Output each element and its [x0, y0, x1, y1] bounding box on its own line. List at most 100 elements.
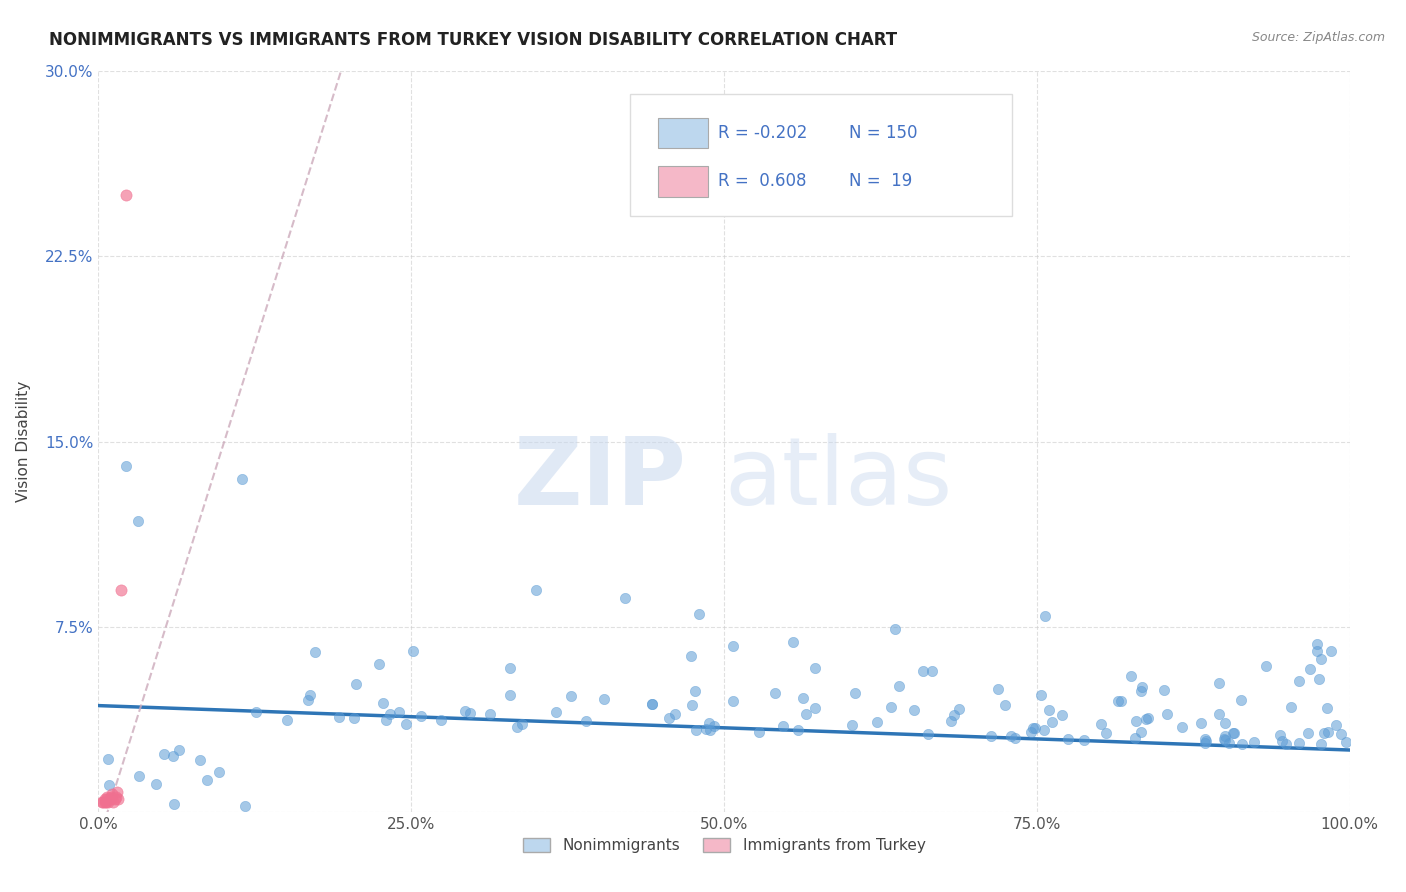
- Point: [1194, 731, 1216, 746]
- Point: [1306, 644, 1329, 658]
- Point: [1309, 737, 1331, 751]
- Point: [880, 699, 903, 714]
- Point: [1213, 715, 1236, 730]
- Point: [402, 644, 425, 658]
- Point: [575, 714, 598, 728]
- Point: [948, 702, 970, 716]
- Point: [1279, 700, 1302, 714]
- Point: [110, 582, 132, 597]
- Point: [782, 635, 804, 649]
- Point: [1296, 726, 1319, 740]
- Point: [169, 743, 191, 757]
- Point: [912, 665, 935, 679]
- Point: [866, 715, 889, 730]
- Point: [841, 718, 863, 732]
- Point: [1315, 701, 1337, 715]
- Point: [145, 777, 167, 791]
- Point: [786, 723, 808, 737]
- Point: [128, 769, 150, 783]
- Point: [1213, 733, 1236, 747]
- Text: N = 150: N = 150: [849, 124, 918, 142]
- Point: [1195, 734, 1218, 748]
- Point: [1308, 672, 1330, 686]
- Point: [884, 622, 907, 636]
- Text: atlas: atlas: [724, 433, 952, 524]
- Point: [195, 773, 218, 788]
- Point: [190, 753, 212, 767]
- Point: [373, 696, 395, 710]
- Point: [1130, 724, 1153, 739]
- Point: [1111, 694, 1133, 708]
- Point: [499, 688, 522, 702]
- Point: [994, 698, 1017, 713]
- Point: [1000, 729, 1022, 743]
- Point: [1153, 682, 1175, 697]
- Point: [388, 705, 411, 719]
- Point: [941, 714, 963, 728]
- Point: [772, 719, 794, 733]
- Point: [127, 514, 149, 528]
- Point: [796, 707, 818, 722]
- Point: [1073, 733, 1095, 747]
- Text: R =  0.608: R = 0.608: [718, 172, 806, 191]
- Point: [163, 797, 186, 811]
- Point: [304, 644, 326, 658]
- Point: [367, 657, 389, 671]
- Point: [499, 661, 522, 675]
- Point: [887, 679, 910, 693]
- Point: [162, 749, 184, 764]
- Point: [1268, 728, 1291, 742]
- Point: [683, 683, 706, 698]
- Point: [1156, 706, 1178, 721]
- Point: [328, 710, 350, 724]
- Text: Source: ZipAtlas.com: Source: ZipAtlas.com: [1251, 31, 1385, 45]
- Point: [688, 607, 710, 622]
- Point: [1029, 688, 1052, 702]
- Point: [1288, 737, 1310, 751]
- Legend: Nonimmigrants, Immigrants from Turkey: Nonimmigrants, Immigrants from Turkey: [516, 832, 932, 860]
- Text: NONIMMIGRANTS VS IMMIGRANTS FROM TURKEY VISION DISABILITY CORRELATION CHART: NONIMMIGRANTS VS IMMIGRANTS FROM TURKEY …: [49, 31, 897, 49]
- Point: [1330, 727, 1353, 741]
- Point: [803, 701, 825, 715]
- Point: [1189, 716, 1212, 731]
- Point: [1324, 718, 1347, 732]
- Point: [1107, 693, 1129, 707]
- Point: [453, 704, 475, 718]
- Point: [107, 792, 129, 806]
- Point: [245, 706, 267, 720]
- Point: [98, 792, 121, 806]
- Point: [560, 689, 582, 703]
- Point: [1038, 703, 1060, 717]
- Point: [763, 686, 786, 700]
- Point: [478, 707, 501, 722]
- Point: [94, 795, 117, 809]
- Point: [1320, 644, 1343, 658]
- Point: [104, 792, 127, 806]
- Point: [91, 795, 114, 809]
- Point: [613, 591, 636, 605]
- Point: [1213, 732, 1236, 747]
- Point: [723, 694, 745, 708]
- Point: [987, 681, 1010, 696]
- Point: [703, 719, 725, 733]
- Point: [1222, 726, 1244, 740]
- FancyBboxPatch shape: [658, 167, 707, 196]
- Point: [458, 706, 481, 720]
- Point: [430, 713, 453, 727]
- Point: [695, 722, 717, 736]
- Point: [641, 698, 664, 712]
- Point: [100, 789, 122, 804]
- Point: [98, 778, 121, 792]
- Point: [1033, 723, 1056, 738]
- Point: [97, 795, 120, 809]
- Point: [1334, 735, 1357, 749]
- Point: [104, 789, 127, 804]
- Text: ZIP: ZIP: [513, 433, 686, 524]
- Point: [917, 727, 939, 741]
- Point: [748, 725, 770, 739]
- Point: [93, 795, 115, 809]
- Point: [510, 717, 533, 731]
- Point: [1243, 734, 1265, 748]
- Point: [1050, 708, 1073, 723]
- FancyBboxPatch shape: [630, 94, 1012, 216]
